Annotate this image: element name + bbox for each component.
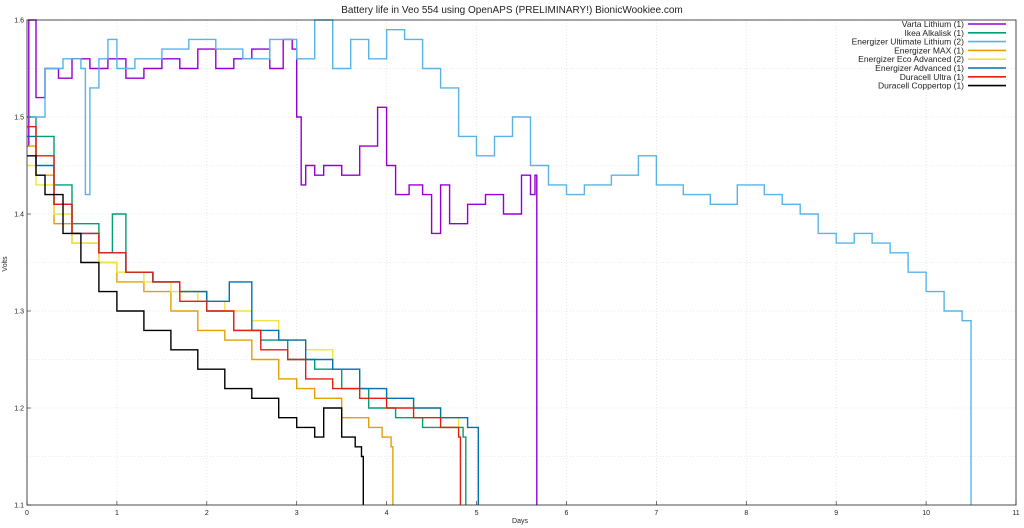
plot-frame bbox=[26, 19, 1017, 506]
x-tick-label-2: 2 bbox=[205, 510, 209, 517]
legend-label-6: Duracell Ultra (1) bbox=[900, 72, 964, 82]
chart-title: Battery life in Veo 554 using OpenAPS (P… bbox=[341, 5, 682, 16]
y-tick-label-4: 1.5 bbox=[14, 115, 24, 122]
x-tick-label-1: 1 bbox=[115, 510, 119, 517]
ticks: 0 1 2 3 4 5 6 7 8 9 10 11 1.1 1.2 1.3 1.4 1.5 1.6 bbox=[14, 18, 1019, 518]
x-tick-label-7: 7 bbox=[654, 510, 658, 517]
legend-label-3: Energizer MAX (1) bbox=[894, 45, 964, 55]
y-tick-label-3: 1.4 bbox=[14, 212, 24, 219]
series-line-3 bbox=[27, 145, 394, 505]
x-tick-label-8: 8 bbox=[744, 510, 748, 517]
y-tick-label-0: 1.1 bbox=[14, 503, 24, 510]
x-tick-label-0: 0 bbox=[25, 510, 29, 517]
x-tick-label-10: 10 bbox=[922, 510, 930, 517]
legend-label-0: Varta Lithium (1) bbox=[902, 19, 964, 29]
legend-label-2: Energizer Ultimate Lithium (2) bbox=[852, 37, 965, 47]
x-tick-label-5: 5 bbox=[475, 510, 479, 517]
series-line-0 bbox=[27, 19, 538, 505]
x-tick-label-3: 3 bbox=[295, 510, 299, 517]
legend-label-5: Energizer Advanced (1) bbox=[875, 63, 964, 73]
legend: Varta Lithium (1)Ikea Alkalisk (1)Energi… bbox=[852, 19, 1006, 91]
x-tick-label-11: 11 bbox=[1012, 510, 1019, 517]
y-tick-label-2: 1.3 bbox=[14, 309, 24, 316]
legend-label-4: Energizer Eco Advanced (2) bbox=[858, 54, 964, 64]
y-tick-label-5: 1.6 bbox=[14, 18, 24, 25]
legend-label-1: Ikea Alkalisk (1) bbox=[904, 28, 964, 38]
series-line-2 bbox=[27, 19, 972, 505]
y-axis-label: Volts bbox=[2, 256, 9, 272]
x-tick-label-6: 6 bbox=[565, 510, 569, 517]
y-tick-label-1: 1.2 bbox=[14, 406, 24, 413]
grid bbox=[26, 19, 1017, 506]
x-axis-label: Days bbox=[512, 518, 528, 525]
series-layer bbox=[27, 19, 972, 505]
x-tick-label-4: 4 bbox=[385, 510, 389, 517]
x-tick-label-9: 9 bbox=[834, 510, 838, 517]
series-line-7 bbox=[27, 155, 364, 505]
legend-label-7: Duracell Coppertop (1) bbox=[878, 81, 964, 91]
